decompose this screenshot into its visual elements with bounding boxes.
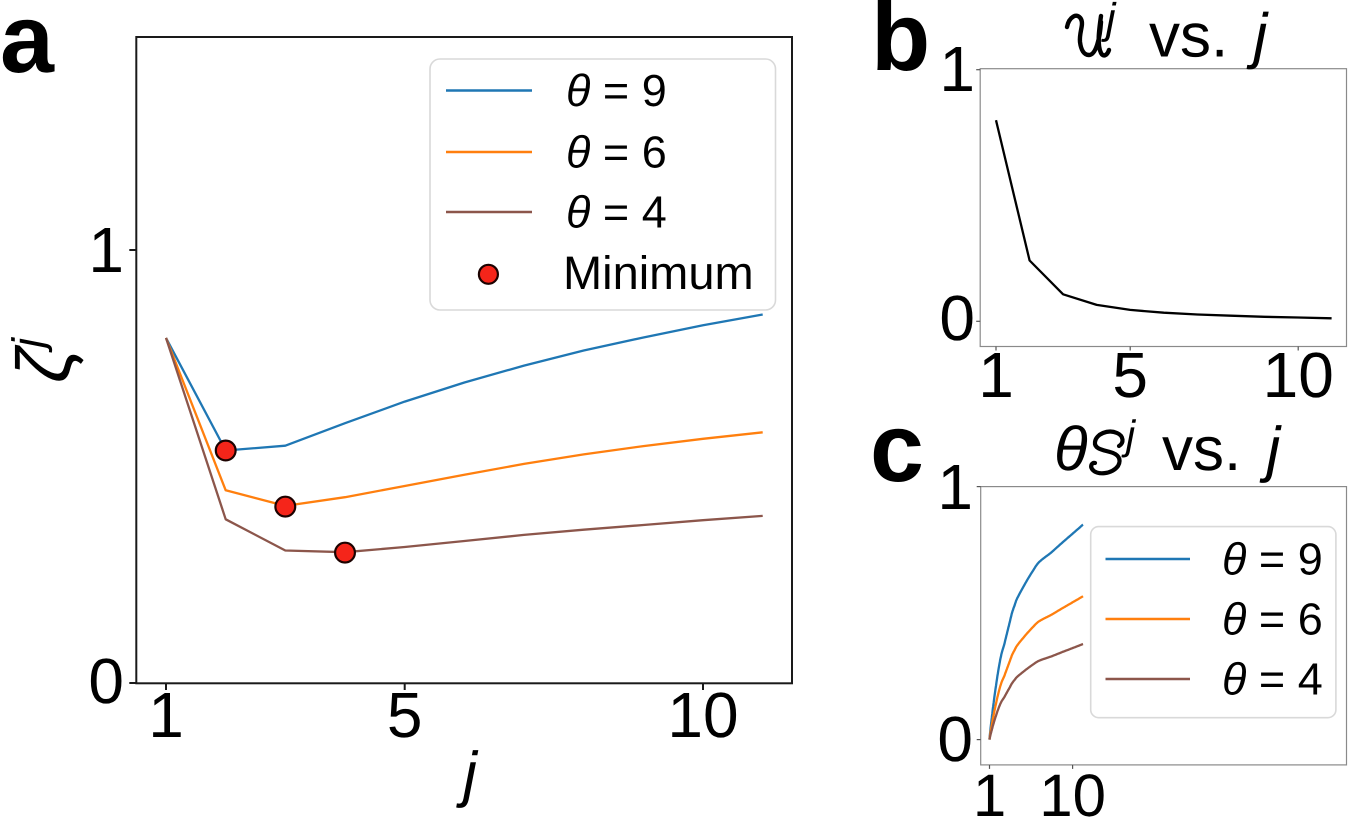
svg-text:1: 1: [88, 214, 124, 286]
svg-text:0: 0: [88, 645, 124, 717]
svg-text:θ: θ: [1054, 415, 1088, 484]
svg-text:b: b: [871, 0, 930, 91]
svg-text:θ = 4: θ = 4: [1222, 654, 1323, 705]
svg-text:10: 10: [1039, 762, 1106, 821]
svg-text:a: a: [0, 0, 55, 93]
svg-text:1: 1: [148, 679, 184, 751]
svg-text:1: 1: [937, 451, 973, 523]
svg-text:0: 0: [937, 703, 973, 775]
svg-text:1: 1: [973, 762, 1006, 821]
svg-text:10: 10: [667, 679, 738, 751]
svg-text:5: 5: [387, 679, 423, 751]
svg-text:1: 1: [978, 339, 1014, 411]
svg-text:5: 5: [1112, 339, 1148, 411]
svg-text:θ = 9: θ = 9: [1222, 534, 1323, 585]
svg-text:θ = 6: θ = 6: [1222, 594, 1323, 645]
svg-text:θ = 6: θ = 6: [566, 127, 667, 178]
svg-text:c: c: [870, 393, 924, 502]
svg-text:θ = 4: θ = 4: [566, 187, 667, 238]
svg-text:Minimum: Minimum: [563, 246, 754, 299]
svg-text:θ = 9: θ = 9: [566, 65, 667, 116]
svg-text:10: 10: [1263, 339, 1334, 411]
svg-text:1: 1: [939, 33, 975, 105]
svg-text:0: 0: [939, 282, 975, 354]
